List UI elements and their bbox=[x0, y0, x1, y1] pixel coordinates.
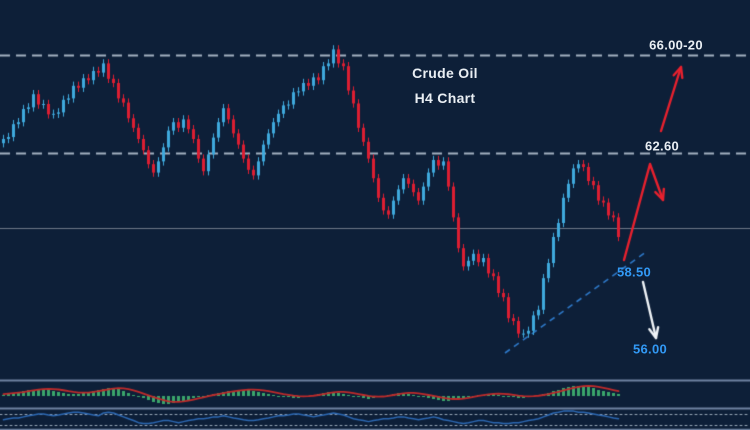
chart-title-instrument: Crude Oil bbox=[412, 65, 478, 81]
chart-title-timeframe: H4 Chart bbox=[414, 90, 476, 106]
resistance-mid-label: 62.60 bbox=[644, 138, 680, 154]
support-break-label: 58.50 bbox=[616, 264, 652, 280]
target-down-label: 56.00 bbox=[632, 341, 668, 357]
resistance-top-label: 66.00-20 bbox=[649, 37, 703, 53]
